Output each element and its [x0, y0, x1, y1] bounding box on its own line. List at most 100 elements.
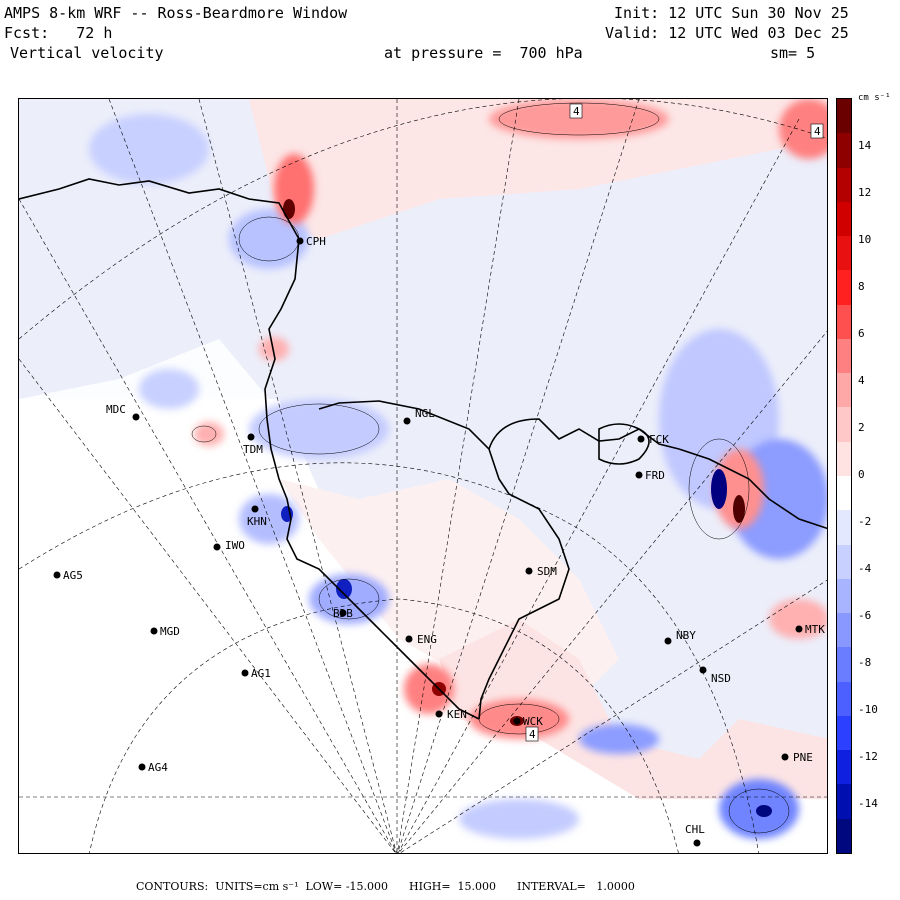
tam-coast	[19, 178, 480, 720]
meridian	[108, 99, 397, 853]
colorbar-tick-label: 8	[858, 280, 865, 293]
latitude-circle	[19, 99, 827, 340]
station-ag4: AG4	[138, 761, 168, 774]
station-marker	[513, 717, 521, 725]
colorbar-swatch	[837, 476, 851, 511]
station-marker	[699, 666, 707, 674]
station-marker	[525, 567, 533, 575]
station-marker	[637, 435, 645, 443]
station-pne: PNE	[781, 751, 813, 764]
colorbar-swatch	[837, 133, 851, 169]
station-marker	[693, 839, 701, 847]
positive-band-north	[249, 99, 827, 239]
map-panel: CPH MDC NGL TDM FCK FRD KHN IWO AG5 SDM BDB MGD NBY M…	[18, 98, 828, 854]
colorbar-tick-label: 2	[858, 421, 865, 434]
variable-name: Vertical velocity	[10, 44, 164, 62]
strong-cores	[281, 199, 772, 817]
station-marker	[247, 433, 255, 441]
station-marker	[53, 571, 61, 579]
colorbar-swatch	[837, 510, 851, 546]
pos-cell	[489, 99, 669, 139]
coastline	[19, 178, 827, 720]
station-sdm: SDM	[525, 565, 557, 578]
neg-cell	[229, 209, 309, 269]
meridian	[399, 579, 827, 853]
colorbar-swatch	[837, 750, 851, 785]
meridian	[19, 198, 397, 853]
colorbar-tick-label: 0	[858, 468, 865, 481]
colorbar-tick-label: 14	[858, 139, 872, 152]
colorbar-swatch	[837, 818, 851, 854]
contour-info: CONTOURS: UNITS=cm s⁻¹ LOW= -15.000 HIGH…	[136, 880, 635, 893]
station-nby: NBY	[664, 629, 696, 645]
station-marker	[664, 637, 672, 645]
colorbar-swatch	[837, 647, 851, 683]
colorbar-tick-label: -6	[858, 609, 872, 622]
colorbar-swatch	[837, 578, 851, 614]
station-eng: ENG	[405, 633, 437, 646]
colorbar-swatch	[837, 544, 851, 580]
station-iwo: IWO	[213, 539, 245, 552]
neg-cell	[459, 799, 579, 839]
lat-lon-grid	[19, 99, 827, 853]
station-label: KHN	[247, 515, 267, 528]
station-label: MTK	[805, 623, 825, 636]
contour	[498, 102, 660, 136]
station-label: WCK	[523, 715, 543, 728]
colorbar-swatch	[837, 715, 851, 751]
station-marker	[213, 543, 221, 551]
core	[711, 469, 727, 509]
colorbar-swatch	[837, 441, 851, 477]
station-nsd: NSD	[699, 666, 731, 685]
colorbar-tick-label: 12	[858, 186, 872, 199]
pos-cell	[194, 422, 224, 446]
colorbar-tick-label: -2	[858, 515, 872, 528]
station-label: FCK	[649, 433, 669, 446]
station-wck: WCK	[513, 715, 543, 728]
station-label: NBY	[676, 629, 696, 642]
station-marker	[781, 753, 789, 761]
station-khn: KHN	[247, 505, 267, 528]
smoothing-value: sm= 5	[770, 44, 816, 62]
colorbar-swatch	[837, 167, 851, 203]
colorbar-tick-label: 10	[858, 233, 872, 246]
ice-rise-line	[488, 418, 680, 450]
colorbar-tick-label: -8	[858, 656, 872, 669]
colorbar-tick-label: 6	[858, 327, 865, 340]
colorbar-swatch	[837, 373, 851, 408]
station-label: MDC	[106, 403, 126, 416]
contour-label-box	[569, 103, 583, 119]
station-label: ENG	[417, 633, 437, 646]
neg-cell	[579, 724, 659, 754]
valid-time: Valid: 12 UTC Wed 03 Dec 25	[605, 24, 849, 42]
forecast-hour: Fcst: 72 h	[4, 24, 113, 42]
colorbar-swatch	[837, 784, 851, 820]
meridian	[19, 358, 396, 853]
station-cph: CPH	[296, 235, 326, 248]
colorbar-tick-label: -14	[858, 797, 878, 810]
colorbar-units: cm s⁻¹	[858, 93, 891, 103]
station-label: FRD	[645, 469, 665, 482]
contour-label-box	[810, 123, 824, 139]
latitude-circle	[89, 598, 679, 853]
meridian	[397, 99, 640, 853]
plot-title: AMPS 8-km WRF -- Ross-Beardmore Window	[4, 4, 348, 22]
station-mgd: MGD	[150, 625, 180, 638]
colorbar-tick-label: -12	[858, 750, 878, 763]
colorbar-tick-label: 4	[858, 374, 865, 387]
pos-cell	[779, 99, 827, 159]
station-label: TDM	[243, 443, 263, 456]
station-mdc: MDC	[106, 403, 140, 421]
station-label: BDB	[333, 607, 353, 620]
pos-cell	[404, 664, 454, 714]
contours	[191, 102, 790, 834]
positive-region-south	[439, 619, 827, 799]
pos-cell	[769, 599, 827, 639]
station-label: MGD	[160, 625, 180, 638]
station-label: IWO	[225, 539, 245, 552]
station-label: AG1	[251, 667, 271, 680]
colorbar-tick-label: -4	[858, 562, 872, 575]
meridian	[398, 330, 827, 853]
